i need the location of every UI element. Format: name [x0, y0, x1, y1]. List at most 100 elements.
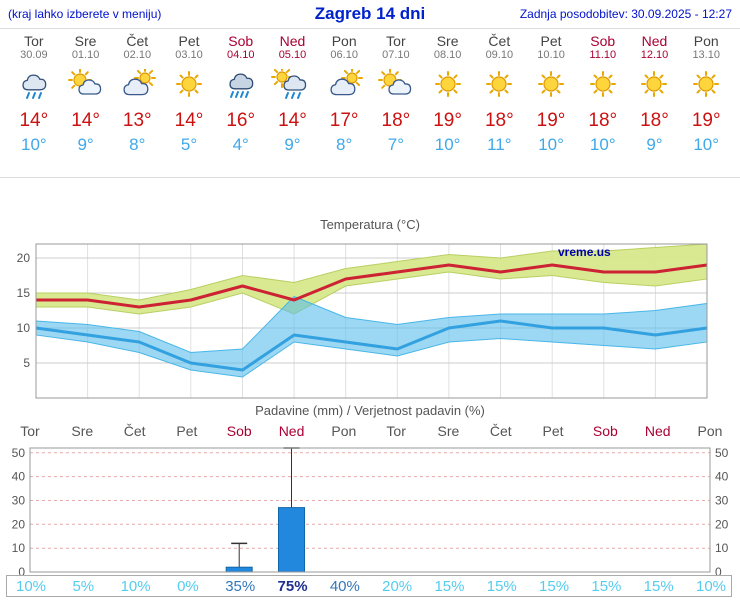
day-column: Sre 01.10 14° 9° [60, 33, 112, 155]
weather-icon-sun-rain [267, 66, 319, 103]
day-column: Pon 13.10 19° 10° [680, 33, 732, 155]
precip-chart-title: Padavine (mm) / Verjetnost padavin (%) [255, 403, 485, 418]
day-column: Sob 11.10 18° 10° [577, 33, 629, 155]
tmax-label: 14° [19, 110, 49, 131]
day-name: Sob [590, 33, 616, 49]
day-column: Ned 12.10 18° 9° [629, 33, 681, 155]
day-name: Čet [126, 33, 149, 49]
tmax-label: 18° [588, 110, 618, 131]
precip-probability: 15% [434, 578, 465, 595]
day-date: 13.10 [692, 49, 720, 61]
precip-probability: 0% [177, 578, 199, 595]
precip-axis-day: Sre [437, 423, 460, 439]
precip-probability: 10% [15, 578, 47, 595]
day-date: 04.10 [226, 49, 255, 61]
tmax-label: 19° [536, 110, 566, 131]
tmin-label: 8° [336, 135, 353, 154]
weather-icon-sun [680, 69, 732, 103]
day-name: Pon [331, 33, 357, 49]
tmin-label: 9° [77, 135, 94, 154]
day-date: 10.10 [537, 49, 565, 61]
day-column: Pet 10.10 19° 10° [525, 33, 577, 155]
svg-text:40: 40 [715, 470, 729, 484]
precip-axis-day: Pet [176, 423, 198, 439]
svg-text:20: 20 [17, 251, 31, 265]
precip-probability: 35% [225, 578, 256, 595]
separator [0, 177, 740, 178]
precip-axis-day: Pet [542, 423, 564, 439]
tmin-label: 8° [129, 135, 146, 154]
day-column: Čet 02.10 13° 8° [111, 33, 163, 155]
precip-probability-row: 10% 5% 10% 0% 35% 75% 40% 20% 15% 15% 15% 15% 15% 10% [6, 575, 732, 597]
precipitation-chart: 0 0 10 10 20 20 30 30 40 40 50 50 [12, 446, 729, 578]
precip-probability: 15% [486, 578, 517, 595]
day-date: 06.10 [330, 49, 358, 61]
day-column: Ned 05.10 14° 9° [267, 33, 319, 155]
weather-icon-cloud-rain [8, 69, 60, 103]
svg-text:5: 5 [23, 356, 30, 370]
svg-text:0: 0 [715, 565, 722, 578]
svg-text:0: 0 [18, 565, 25, 578]
tmax-label: 16° [226, 110, 256, 131]
precip-probability: 15% [643, 578, 674, 595]
tmin-label: 10° [434, 135, 461, 154]
day-name: Pon [693, 33, 719, 49]
svg-text:10: 10 [12, 541, 26, 555]
day-date: 09.10 [485, 49, 514, 61]
tmax-label: 14° [71, 110, 100, 131]
tmin-label: 4° [232, 135, 249, 154]
precip-axis-day: Pon [331, 423, 357, 439]
day-date: 05.10 [278, 49, 307, 61]
day-name: Pet [540, 33, 562, 49]
tmin-label: 9° [284, 135, 301, 154]
svg-text:30: 30 [715, 494, 729, 508]
svg-text:10: 10 [715, 541, 729, 555]
precip-probability: 10% [120, 578, 151, 595]
weather-icon-sun [525, 69, 577, 103]
day-name: Ned [279, 33, 306, 49]
weather-icon-cloud-sun [318, 67, 370, 103]
day-date: 08.10 [433, 49, 462, 61]
svg-text:50: 50 [12, 446, 26, 460]
precip-axis-day: Tor [386, 423, 406, 439]
precip-axis-day: Tor [20, 423, 40, 439]
tmax-label: 18° [484, 110, 514, 131]
forecast-strip: Tor 30.09 14° 10° Sre 01.10 14° 9° Čet 02.10 13° 8°… [8, 33, 732, 155]
precip-axis-day: Sob [592, 423, 618, 439]
weather-icon-sun-cloud [60, 68, 112, 103]
day-name: Tor [24, 33, 44, 49]
page-title: Zagreb 14 dni [314, 4, 426, 23]
weather-icon-cloud-sun [111, 67, 163, 103]
day-date: 12.10 [640, 49, 669, 61]
weather-icon-sun [422, 69, 474, 103]
weather-icon-sun [577, 69, 629, 103]
weather-icon-rain [215, 69, 267, 103]
svg-text:15: 15 [17, 286, 31, 300]
tmax-label: 18° [640, 110, 669, 131]
tmax-label: 13° [122, 110, 152, 131]
tmin-label: 10° [21, 135, 47, 154]
weather-icon-sun [163, 69, 215, 103]
svg-text:20: 20 [715, 517, 729, 531]
day-date: 11.10 [589, 49, 617, 61]
min-temperature-line [35, 319, 708, 372]
svg-text:10: 10 [17, 321, 31, 335]
tmin-label: 7° [387, 135, 405, 154]
temp-chart-title: Temperatura (°C) [320, 217, 420, 232]
tmax-label: 19° [691, 110, 721, 131]
tmax-label: 18° [381, 110, 411, 131]
precip-day-axis: Tor Sre Čet Pet Sob Ned Pon Tor Sre Čet Pet Sob Ned P… [0, 423, 740, 441]
day-column: Tor 30.09 14° 10° [8, 33, 60, 155]
day-column: Čet 09.10 18° 11° [473, 33, 525, 155]
precip-probability: 10% [695, 578, 727, 595]
precip-probability: 15% [539, 578, 570, 595]
day-date: 03.10 [175, 49, 203, 61]
precip-axis-day: Pon [697, 423, 723, 439]
svg-text:30: 30 [12, 494, 26, 508]
day-column: Sob 04.10 16° 4° [215, 33, 267, 155]
precip-axis-day: Sre [71, 423, 94, 439]
day-name: Čet [488, 33, 511, 49]
svg-text:50: 50 [715, 446, 729, 460]
max-temperature-line [36, 263, 708, 309]
